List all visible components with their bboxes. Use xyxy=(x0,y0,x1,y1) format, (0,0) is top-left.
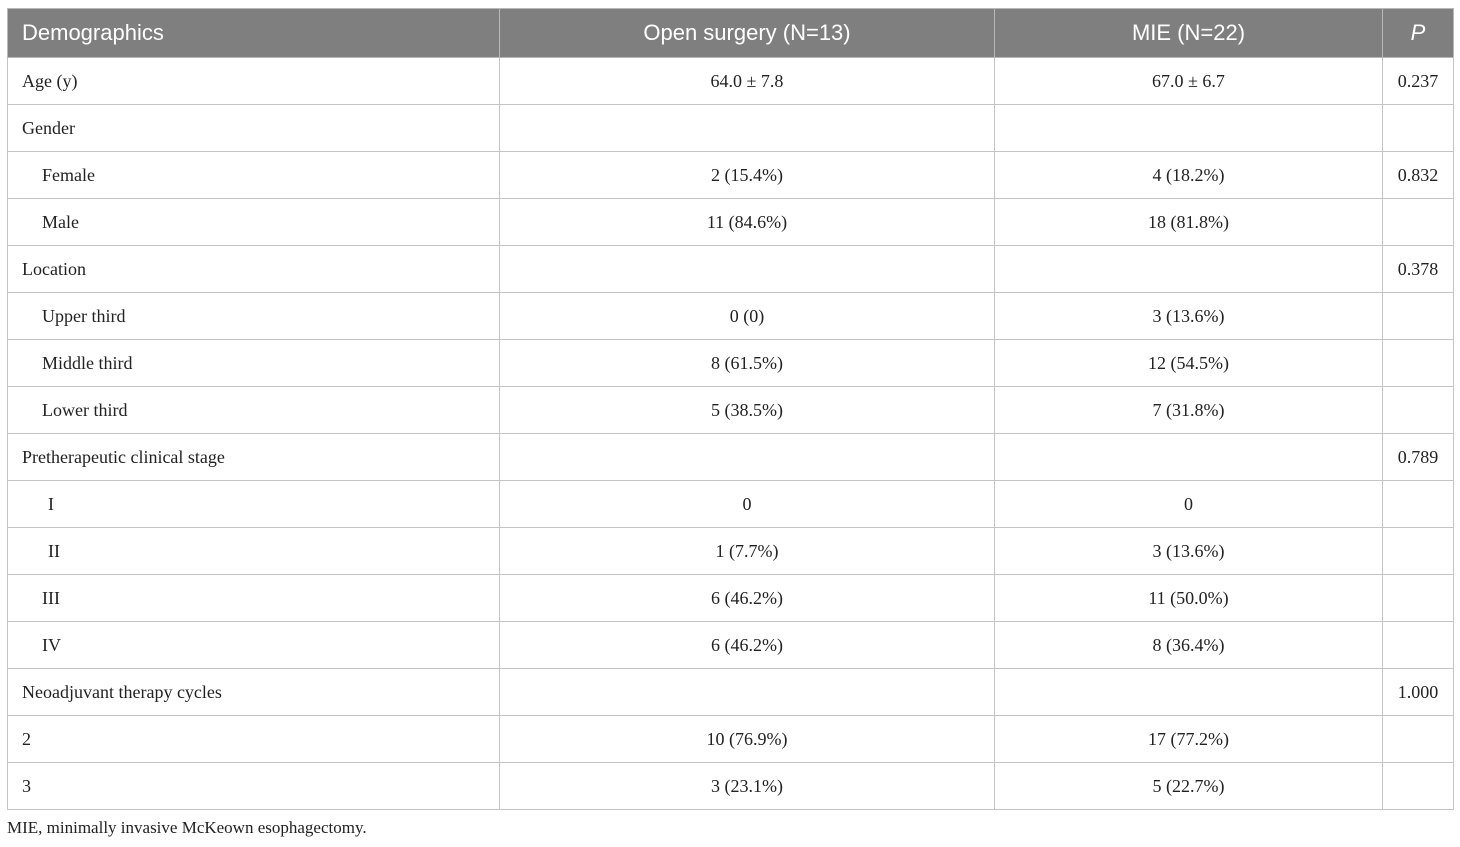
table-row: III 6 (46.2%) 11 (50.0%) xyxy=(7,574,1454,622)
mie-cell xyxy=(994,668,1383,716)
open-surgery-cell xyxy=(499,433,995,481)
demographics-table: Demographics Open surgery (N=13) MIE (N=… xyxy=(7,8,1454,810)
table-row: 2 10 (76.9%) 17 (77.2%) xyxy=(7,715,1454,763)
mie-cell: 8 (36.4%) xyxy=(994,621,1383,669)
row-label: Age (y) xyxy=(7,57,500,105)
p-value-cell: 1.000 xyxy=(1382,668,1454,716)
table-body: Age (y) 64.0 ± 7.8 67.0 ± 6.7 0.237 Gend… xyxy=(7,57,1454,810)
p-value-cell xyxy=(1382,292,1454,340)
open-surgery-cell: 0 (0) xyxy=(499,292,995,340)
open-surgery-cell: 0 xyxy=(499,480,995,528)
mie-cell: 17 (77.2%) xyxy=(994,715,1383,763)
p-value-cell xyxy=(1382,104,1454,152)
open-surgery-cell: 6 (46.2%) xyxy=(499,621,995,669)
header-row: Demographics Open surgery (N=13) MIE (N=… xyxy=(7,8,1454,58)
open-surgery-cell: 1 (7.7%) xyxy=(499,527,995,575)
mie-cell: 11 (50.0%) xyxy=(994,574,1383,622)
row-label: Pretherapeutic clinical stage xyxy=(7,433,500,481)
mie-cell xyxy=(994,433,1383,481)
p-value-cell xyxy=(1382,198,1454,246)
table-row: Male 11 (84.6%) 18 (81.8%) xyxy=(7,198,1454,246)
p-value-cell: 0.789 xyxy=(1382,433,1454,481)
table-row: Gender xyxy=(7,104,1454,152)
mie-cell: 4 (18.2%) xyxy=(994,151,1383,199)
row-label: Location xyxy=(7,245,500,293)
row-label: Gender xyxy=(7,104,500,152)
p-value-cell xyxy=(1382,762,1454,810)
mie-cell: 0 xyxy=(994,480,1383,528)
p-value-cell xyxy=(1382,527,1454,575)
row-label: III xyxy=(7,574,500,622)
table-row: Age (y) 64.0 ± 7.8 67.0 ± 6.7 0.237 xyxy=(7,57,1454,105)
mie-cell: 18 (81.8%) xyxy=(994,198,1383,246)
table-row: Middle third 8 (61.5%) 12 (54.5%) xyxy=(7,339,1454,387)
mie-cell: 7 (31.8%) xyxy=(994,386,1383,434)
p-value-cell xyxy=(1382,339,1454,387)
open-surgery-cell xyxy=(499,668,995,716)
table-header: Demographics Open surgery (N=13) MIE (N=… xyxy=(7,8,1454,58)
open-surgery-cell: 5 (38.5%) xyxy=(499,386,995,434)
open-surgery-cell: 2 (15.4%) xyxy=(499,151,995,199)
mie-cell: 3 (13.6%) xyxy=(994,292,1383,340)
table-row: Pretherapeutic clinical stage 0.789 xyxy=(7,433,1454,481)
header-demographics: Demographics xyxy=(7,8,500,58)
mie-cell: 3 (13.6%) xyxy=(994,527,1383,575)
p-value-cell xyxy=(1382,621,1454,669)
header-mie: MIE (N=22) xyxy=(994,8,1383,58)
table-row: II 1 (7.7%) 3 (13.6%) xyxy=(7,527,1454,575)
table-row: Upper third 0 (0) 3 (13.6%) xyxy=(7,292,1454,340)
open-surgery-cell: 6 (46.2%) xyxy=(499,574,995,622)
header-open-surgery: Open surgery (N=13) xyxy=(499,8,995,58)
p-value-cell: 0.832 xyxy=(1382,151,1454,199)
row-label: I xyxy=(7,480,500,528)
mie-cell: 5 (22.7%) xyxy=(994,762,1383,810)
p-value-cell xyxy=(1382,480,1454,528)
table-row: Lower third 5 (38.5%) 7 (31.8%) xyxy=(7,386,1454,434)
header-p-value: P xyxy=(1382,8,1454,58)
p-value-cell xyxy=(1382,715,1454,763)
mie-cell: 67.0 ± 6.7 xyxy=(994,57,1383,105)
mie-cell: 12 (54.5%) xyxy=(994,339,1383,387)
row-label: Lower third xyxy=(7,386,500,434)
row-label: Male xyxy=(7,198,500,246)
row-label: 3 xyxy=(7,762,500,810)
open-surgery-cell xyxy=(499,104,995,152)
table-row: Location 0.378 xyxy=(7,245,1454,293)
row-label: Neoadjuvant therapy cycles xyxy=(7,668,500,716)
row-label: II xyxy=(7,527,500,575)
table-footnote: MIE, minimally invasive McKeown esophage… xyxy=(7,818,367,837)
open-surgery-cell: 8 (61.5%) xyxy=(499,339,995,387)
row-label: Middle third xyxy=(7,339,500,387)
table-row: Neoadjuvant therapy cycles 1.000 xyxy=(7,668,1454,716)
row-label: Upper third xyxy=(7,292,500,340)
p-value-cell: 0.237 xyxy=(1382,57,1454,105)
row-label: 2 xyxy=(7,715,500,763)
p-value-cell: 0.378 xyxy=(1382,245,1454,293)
open-surgery-cell: 64.0 ± 7.8 xyxy=(499,57,995,105)
open-surgery-cell: 11 (84.6%) xyxy=(499,198,995,246)
row-label: Female xyxy=(7,151,500,199)
open-surgery-cell xyxy=(499,245,995,293)
open-surgery-cell: 3 (23.1%) xyxy=(499,762,995,810)
p-value-cell xyxy=(1382,386,1454,434)
table-row: IV 6 (46.2%) 8 (36.4%) xyxy=(7,621,1454,669)
open-surgery-cell: 10 (76.9%) xyxy=(499,715,995,763)
table-row: I 0 0 xyxy=(7,480,1454,528)
mie-cell xyxy=(994,245,1383,293)
row-label: IV xyxy=(7,621,500,669)
p-value-cell xyxy=(1382,574,1454,622)
table-row: Female 2 (15.4%) 4 (18.2%) 0.832 xyxy=(7,151,1454,199)
table-row: 3 3 (23.1%) 5 (22.7%) xyxy=(7,762,1454,810)
mie-cell xyxy=(994,104,1383,152)
